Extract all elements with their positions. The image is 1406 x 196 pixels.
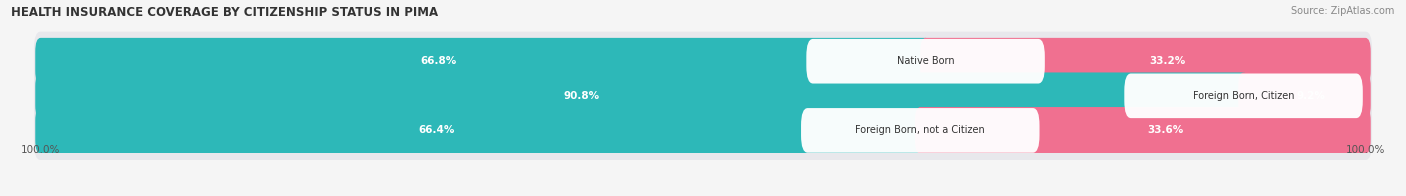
- Text: 33.2%: 33.2%: [1149, 56, 1185, 66]
- FancyBboxPatch shape: [1239, 73, 1371, 119]
- Text: 90.8%: 90.8%: [564, 91, 600, 101]
- FancyBboxPatch shape: [35, 73, 1249, 119]
- FancyBboxPatch shape: [801, 108, 1039, 153]
- Text: 66.8%: 66.8%: [420, 56, 457, 66]
- Text: 33.6%: 33.6%: [1147, 125, 1184, 135]
- FancyBboxPatch shape: [34, 101, 1372, 160]
- FancyBboxPatch shape: [921, 38, 1371, 84]
- FancyBboxPatch shape: [34, 66, 1372, 125]
- Text: 66.4%: 66.4%: [418, 125, 454, 135]
- FancyBboxPatch shape: [34, 32, 1372, 91]
- FancyBboxPatch shape: [35, 38, 931, 84]
- FancyBboxPatch shape: [1125, 74, 1362, 118]
- FancyBboxPatch shape: [915, 107, 1371, 154]
- Text: 100.0%: 100.0%: [21, 145, 60, 155]
- FancyBboxPatch shape: [807, 39, 1045, 83]
- Text: Foreign Born, Citizen: Foreign Born, Citizen: [1192, 91, 1295, 101]
- Text: HEALTH INSURANCE COVERAGE BY CITIZENSHIP STATUS IN PIMA: HEALTH INSURANCE COVERAGE BY CITIZENSHIP…: [11, 6, 439, 19]
- FancyBboxPatch shape: [35, 107, 925, 154]
- Text: Native Born: Native Born: [897, 56, 955, 66]
- Text: Foreign Born, not a Citizen: Foreign Born, not a Citizen: [855, 125, 986, 135]
- Text: 100.0%: 100.0%: [1346, 145, 1385, 155]
- Text: 9.2%: 9.2%: [1296, 91, 1324, 101]
- Text: Source: ZipAtlas.com: Source: ZipAtlas.com: [1291, 6, 1395, 16]
